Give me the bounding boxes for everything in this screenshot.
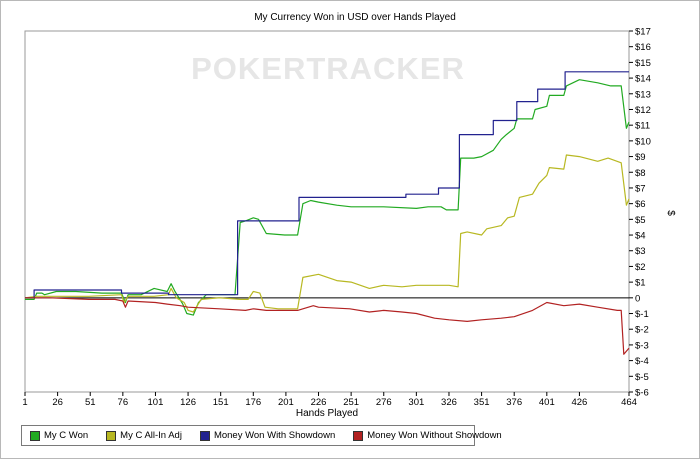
y-tick-label: $17	[635, 27, 651, 38]
y-tick-label: $2	[635, 262, 646, 273]
series-line	[25, 71, 629, 299]
series-line	[25, 79, 630, 316]
legend-item: Money Won With Showdown	[199, 430, 336, 441]
y-tick-label: $14	[635, 74, 651, 85]
y-tick-label: $3	[635, 246, 646, 257]
x-tick-label: 76	[118, 397, 129, 408]
x-tick-label: 376	[506, 397, 522, 408]
x-axis: 1 26 51 76 101 126 151 176 201 226 251 276 301 326 351…	[22, 392, 637, 408]
plot-area	[24, 30, 630, 393]
legend-label: Money Won Without Showdown	[367, 430, 502, 441]
y-tick-label: $-5	[635, 372, 649, 383]
series-line	[25, 297, 630, 355]
y-tick-label: $1	[635, 278, 646, 289]
y-axis-label: $	[665, 210, 676, 216]
y-tick-label: $-2	[635, 325, 649, 336]
legend-label: My C All-In Adj	[120, 430, 182, 441]
x-tick-label: 226	[311, 397, 327, 408]
x-axis-label: Hands Played	[296, 408, 358, 419]
x-tick-label: 101	[148, 397, 164, 408]
x-tick-label: 301	[408, 397, 424, 408]
y-tick-label: $9	[635, 152, 646, 163]
legend-swatch	[30, 430, 40, 441]
series-line	[24, 154, 630, 313]
watermark: POKERTRACKER	[191, 51, 465, 86]
legend-item: Money Won Without Showdown	[353, 430, 502, 441]
y-tick-label: $16	[635, 42, 651, 53]
x-tick-label: 176	[245, 397, 261, 408]
x-tick-label: 276	[376, 397, 392, 408]
series-layer	[24, 71, 630, 355]
y-tick-label: 0	[635, 293, 640, 304]
x-tick-label: 401	[539, 397, 555, 408]
x-tick-label: 51	[85, 397, 96, 408]
x-tick-label: 126	[180, 397, 196, 408]
y-tick-label: $5	[635, 215, 646, 226]
legend-swatch	[353, 430, 364, 441]
x-tick-label: 251	[343, 397, 359, 408]
y-tick-label: $12	[635, 105, 651, 116]
legend-label: My C Won	[44, 430, 89, 441]
legend: My C Won My C All-In Adj Money Won With …	[21, 425, 502, 446]
legend-label: Money Won With Showdown	[213, 430, 336, 441]
legend-item: My C All-In Adj	[106, 430, 182, 441]
legend-swatch	[106, 430, 117, 441]
y-tick-label: $-6	[635, 388, 649, 399]
x-tick-label: 326	[441, 397, 457, 408]
x-tick-label: 26	[52, 397, 63, 408]
x-tick-label: 151	[213, 397, 229, 408]
y-tick-label: $11	[635, 121, 650, 132]
chart-title: My Currency Won in USD over Hands Played	[254, 12, 456, 23]
y-tick-label: $13	[635, 89, 651, 100]
legend-item: My C Won	[30, 430, 88, 441]
y-axis: $-6 $-5 $-4 $-3 $-2 $-1 0 $1 $2 $3 $4 $5 $6 $7 $8 $9 $10…	[629, 27, 651, 399]
y-tick-label: $8	[635, 168, 646, 179]
x-tick-label: 351	[474, 397, 490, 408]
y-tick-label: $-4	[635, 356, 649, 367]
x-tick-label: 464	[621, 397, 637, 408]
y-tick-label: $10	[635, 136, 651, 147]
x-tick-label: 426	[571, 397, 587, 408]
y-tick-label: $15	[635, 58, 651, 69]
y-tick-label: $6	[635, 199, 646, 210]
y-tick-label: $4	[635, 231, 646, 242]
legend-swatch	[199, 430, 210, 441]
y-tick-label: $-3	[635, 340, 649, 351]
x-tick-label: 1	[22, 397, 27, 408]
y-tick-label: $7	[635, 183, 646, 194]
x-tick-label: 201	[278, 397, 294, 408]
y-tick-label: $-1	[635, 309, 649, 320]
